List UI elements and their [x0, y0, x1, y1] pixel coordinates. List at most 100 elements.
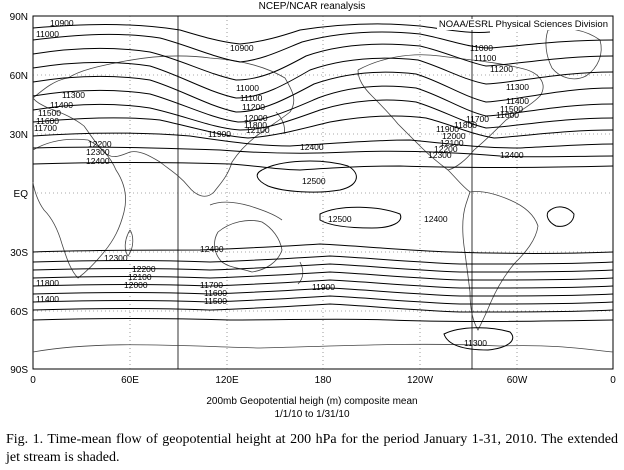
coast-africa [32, 138, 126, 279]
x-axis-ticks: 0 60E 120E 180 120W 60W 0 [30, 375, 616, 386]
y-tick-label: 30N [10, 130, 28, 141]
x-tick-label: 60W [507, 375, 528, 386]
geopotential-height-map: 10900 11000 10900 11000 11100 11200 1130… [10, 12, 617, 386]
contour-label: 11000 [470, 43, 493, 53]
contour-tropical-12500 [256, 160, 357, 193]
coast-greenland [545, 28, 602, 80]
contour-nh-4 [32, 57, 614, 99]
y-tick-label: 90N [10, 12, 28, 23]
contour-label: 11300 [506, 82, 529, 92]
contour-sh-1 [32, 243, 614, 254]
x-tick-label: 0 [610, 375, 616, 386]
x-tick-label: 120W [407, 375, 434, 386]
contour-label: 12400 [424, 214, 448, 224]
contour-nh-5 [32, 71, 614, 113]
contour-sh-2 [32, 255, 614, 265]
contour-sh-low [443, 327, 514, 351]
contour-label: 11800 [454, 120, 477, 130]
coast-australia [214, 220, 283, 273]
contour-label: 11700 [200, 280, 223, 290]
contour-sh-7 [32, 295, 614, 305]
contour-tropical-12500-s [319, 206, 402, 229]
contour-label: 12300 [428, 150, 452, 160]
contour-nh-2 [32, 31, 614, 63]
contour-sh-6 [32, 287, 614, 297]
contour-label: 12500 [302, 176, 326, 186]
contour-sh-3 [32, 263, 614, 273]
contour-label: 11800 [244, 120, 267, 130]
contour-label: 11600 [204, 288, 227, 298]
contour-label: 12100 [246, 125, 270, 135]
chart-title: NCEP/NCAR reanalysis [258, 1, 366, 12]
contour-label: 11200 [242, 102, 265, 112]
contour-label: 11600 [496, 110, 519, 120]
contour-sh-8 [32, 303, 614, 313]
contour-label: 11100 [240, 93, 263, 103]
contour-label: 12100 [128, 272, 152, 282]
contour-sh-9 [32, 318, 614, 322]
contour-label: 11000 [36, 29, 59, 39]
contour-label: 12000 [244, 113, 268, 123]
contour-sh-5 [32, 279, 614, 289]
contour-label: 12300 [86, 147, 110, 157]
contour-label: 12400 [300, 142, 324, 152]
x-tick-label: 120E [215, 375, 239, 386]
contour-label: 11400 [50, 100, 73, 110]
contour-label: 11300 [62, 90, 85, 100]
contour-label: 12100 [440, 138, 464, 148]
y-tick-label: 30S [10, 248, 28, 259]
contour-nh-7 [32, 99, 614, 131]
contour-label: 11900 [312, 282, 335, 292]
contour-label: 11300 [464, 338, 487, 348]
coast-central-america [447, 169, 471, 193]
contour-label: 11500 [38, 108, 61, 118]
contour-label: 11700 [34, 123, 57, 133]
coast-madagascar [124, 229, 134, 257]
contour-nh-8 [32, 115, 614, 139]
contour-label: 10900 [230, 43, 254, 53]
map-date-range: 1/1/10 to 1/31/10 [274, 409, 350, 420]
contour-label: 11900 [436, 124, 459, 134]
contour-nh-11 [32, 162, 614, 171]
y-tick-label: 90S [10, 365, 28, 376]
contour-nh-6 [32, 85, 614, 123]
contour-label: 11100 [474, 53, 497, 63]
contour-label: 11900 [208, 129, 231, 139]
x-tick-label: 60E [121, 375, 139, 386]
coast-europe-asia [32, 55, 295, 197]
contour-label: 12400 [200, 244, 224, 254]
y-tick-label: 60N [10, 71, 28, 82]
contour-label: 12200 [434, 144, 458, 154]
contour-label: 12500 [328, 214, 352, 224]
contour-label: 12000 [124, 280, 148, 290]
contour-label: 12200 [132, 264, 156, 274]
contour-label: 12200 [88, 139, 112, 149]
y-axis-ticks: 90N 60N 30N EQ 30S 60S 90S [10, 12, 29, 376]
credit-label: NOAA/ESRL Physical Sciences Division [436, 19, 610, 30]
coast-indonesia [209, 201, 283, 221]
contour-label: 11400 [36, 294, 59, 304]
y-tick-label: 60S [10, 307, 28, 318]
contour-nh-9 [32, 132, 614, 149]
coast-antarctica [32, 343, 614, 353]
contours [32, 23, 614, 351]
contour-label: 11400 [506, 96, 529, 106]
contour-label: 11600 [36, 116, 59, 126]
contour-sh-4 [32, 271, 614, 281]
coast-south-america [462, 191, 539, 331]
x-tick-label: 0 [30, 375, 36, 386]
contour-label: 10900 [50, 18, 74, 28]
y-tick-label: EQ [14, 189, 29, 200]
x-tick-label: 180 [315, 375, 332, 386]
contour-nh-1 [32, 23, 491, 45]
contour-label-group: 10900 11000 10900 11000 11100 11200 1130… [34, 18, 529, 348]
contour-label: 11500 [500, 104, 523, 114]
contour-label: 11000 [236, 83, 259, 93]
contour-sa-small [546, 206, 575, 227]
map-grid [33, 16, 613, 369]
figure-caption: Fig. 1. Time-mean flow of geopotential h… [6, 432, 618, 465]
contour-label: 12000 [442, 131, 466, 141]
contour-label: 11700 [466, 114, 489, 124]
contour-nh-10 [32, 146, 614, 158]
contour-nh-3 [32, 43, 614, 81]
